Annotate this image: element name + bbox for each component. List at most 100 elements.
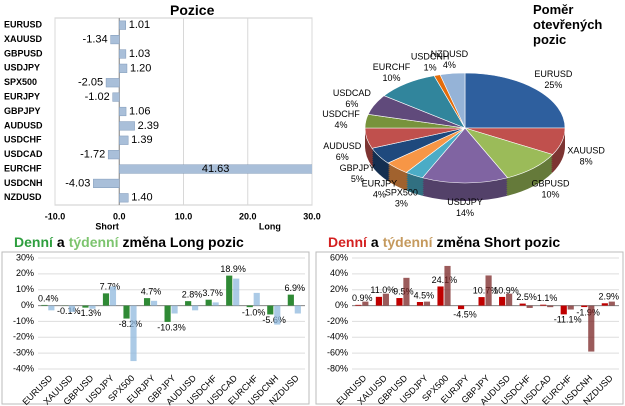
bar	[233, 278, 240, 306]
title-part: změna Long pozic	[122, 234, 244, 250]
value-label: 4.5%	[414, 290, 435, 300]
bar	[192, 305, 199, 311]
title-part: týdenní	[68, 234, 119, 250]
x-tick-label: 20.0	[239, 211, 257, 221]
y-tick-label: USDCHF	[4, 135, 42, 145]
y-tick-label: USDCNH	[4, 178, 43, 188]
bar	[526, 305, 533, 308]
slice-label: USDCHF	[322, 109, 360, 119]
chart-title: Denní a týdenní změna Short pozic	[328, 234, 564, 250]
bar	[567, 305, 574, 310]
y-tick-label: 20%	[330, 284, 348, 294]
value-label: -1.3%	[78, 308, 102, 318]
bar	[82, 305, 89, 308]
x-tick-label: 10.0	[175, 211, 193, 221]
slice	[439, 72, 466, 129]
bar	[246, 305, 253, 308]
bar	[143, 298, 151, 306]
bar	[274, 305, 281, 325]
slice-value-label: 4%	[443, 60, 456, 70]
slice-value-label: 10%	[542, 189, 560, 199]
value-label: -2.05	[78, 77, 103, 89]
frame	[1, 251, 310, 405]
bar	[444, 265, 451, 306]
value-label: 1.01	[129, 19, 150, 31]
slice-value-label: 10%	[383, 73, 401, 83]
slice	[464, 72, 566, 129]
bar	[499, 296, 506, 306]
bar	[375, 296, 382, 306]
bar	[119, 63, 128, 73]
slice	[421, 127, 509, 184]
bar	[437, 286, 444, 306]
y-tick-label: XAUUSD	[4, 34, 43, 44]
value-label: 41.63	[202, 163, 230, 175]
bar	[287, 294, 294, 306]
x-tick-label: 0.0	[113, 211, 126, 221]
value-label: 3.7%	[202, 288, 223, 298]
value-label: 0.4%	[38, 293, 59, 303]
bar	[478, 297, 485, 306]
y-tick-label: -40%	[13, 363, 34, 373]
bar	[506, 293, 513, 306]
y-tick-label: USDCAD	[4, 149, 43, 159]
value-label: -1.34	[83, 33, 108, 45]
bar	[226, 275, 233, 306]
y-tick-label: 40%	[330, 268, 348, 278]
bar	[547, 305, 554, 308]
y-tick-label: -20%	[13, 332, 34, 342]
bar	[119, 193, 129, 203]
y-tick-label: USDJPY	[4, 63, 40, 73]
x-tick-label: 30.0	[303, 211, 321, 221]
value-label: 6.9%	[284, 283, 305, 293]
bar	[212, 302, 219, 306]
value-label: 2.8%	[182, 290, 203, 300]
y-tick-label: 0%	[335, 300, 348, 310]
bar	[119, 135, 129, 145]
bar	[119, 106, 127, 117]
bar	[119, 20, 126, 30]
bar	[112, 92, 120, 102]
title-part: týdenní	[382, 234, 433, 250]
slice-label: EURJPY	[362, 178, 398, 188]
bar	[130, 305, 137, 362]
bar	[164, 305, 171, 322]
slice-label: GBPUSD	[532, 178, 571, 188]
slice-value-label: 1%	[424, 62, 437, 72]
y-tick-label: -30%	[13, 348, 34, 358]
value-label: -1.02	[85, 91, 110, 103]
bar	[588, 305, 595, 352]
bar	[119, 121, 135, 131]
slice-label: EURUSD	[534, 69, 573, 79]
bar	[102, 293, 110, 306]
value-label: 1.39	[131, 134, 152, 146]
y-tick-label: 20%	[16, 268, 34, 278]
y-tick-label: EURCHF	[4, 163, 42, 173]
bar	[253, 292, 260, 306]
bar	[294, 305, 301, 314]
value-label: -10.3%	[157, 322, 186, 332]
axis-annotation: Short	[95, 221, 119, 231]
slice-label: SPX500	[385, 187, 418, 197]
value-label: 4.7%	[141, 286, 162, 296]
x-tick-label: -10.0	[45, 211, 66, 221]
slice-value-label: 6%	[336, 152, 349, 162]
slice-label: NZDUSD	[431, 49, 469, 59]
value-label: 2.39	[138, 120, 159, 132]
bar	[382, 293, 389, 306]
bar	[560, 305, 567, 315]
value-label: -1.72	[80, 149, 105, 161]
bar	[89, 305, 96, 309]
y-tick-label: 30%	[16, 252, 34, 262]
y-tick-label: 0%	[21, 300, 34, 310]
bar	[171, 305, 178, 314]
y-tick-label: -80%	[327, 363, 348, 373]
y-tick-label: EURUSD	[4, 20, 43, 30]
bar	[423, 301, 431, 306]
bar	[355, 304, 362, 306]
y-tick-label: GBPJPY	[4, 106, 41, 116]
bar	[41, 304, 48, 306]
slice-value-label: 25%	[544, 80, 562, 90]
chart-title: Poměr otevřených pozic	[533, 2, 603, 47]
